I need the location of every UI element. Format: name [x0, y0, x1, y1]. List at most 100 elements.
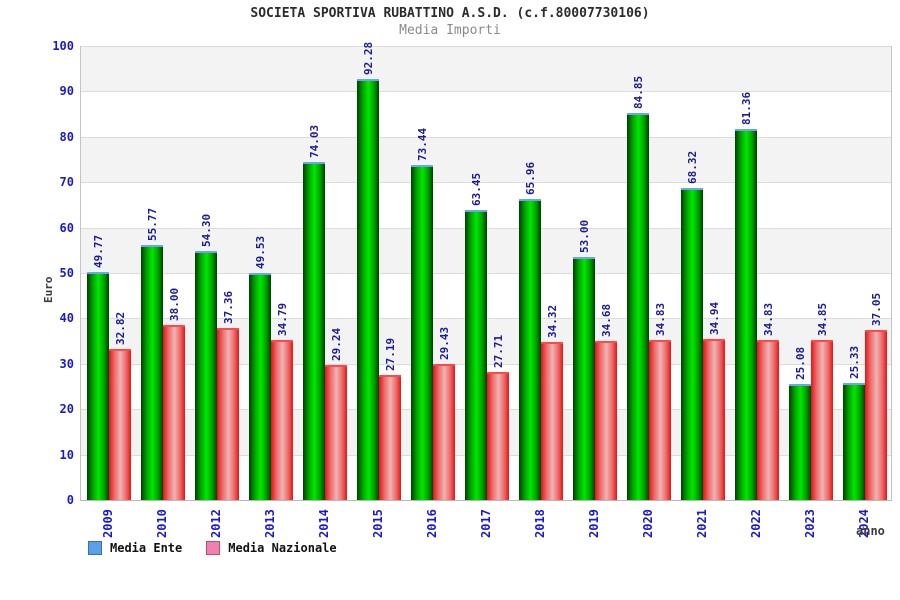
- bar-value-label: 37.05: [870, 292, 883, 326]
- legend-label-media-nazionale: Media Nazionale: [228, 541, 337, 555]
- bar-value-label: 34.83: [762, 302, 775, 336]
- bar-value-label: 38.00: [168, 288, 181, 322]
- gridline: [81, 136, 891, 138]
- bar-media-ente-2015: [357, 79, 379, 500]
- bar-value-label: 73.44: [416, 127, 429, 161]
- bar-value-label: 27.19: [384, 337, 397, 371]
- bar-media-nazionale-2009: [109, 349, 131, 500]
- bar-media-nazionale-2013: [271, 340, 293, 500]
- bar-media-ente-2023: [789, 384, 811, 500]
- y-tick-label: 80: [59, 129, 74, 144]
- bar-media-ente-2014: [303, 161, 325, 500]
- gridline: [81, 46, 891, 47]
- legend: Media Ente Media Nazionale: [88, 540, 337, 556]
- bar-media-nazionale-2024: [865, 329, 887, 500]
- bar-media-nazionale-2014: [325, 365, 347, 500]
- plot-area: 49.77 32.82 55.77 38.00 54.30 37.36 49.53 34.79…: [80, 42, 892, 501]
- bar-media-nazionale-2022: [757, 339, 779, 500]
- y-tick-label: 30: [59, 356, 74, 371]
- bar-media-nazionale-2020: [649, 339, 671, 500]
- x-tick-label: 2023: [803, 509, 817, 538]
- x-axis-title: anno: [856, 524, 885, 538]
- x-tick-label: 2021: [695, 509, 709, 538]
- bar-media-ente-2012: [195, 251, 217, 500]
- bar-value-label: 32.82: [114, 311, 127, 345]
- x-tick-label: 2013: [263, 509, 277, 538]
- bar-value-label: 84.85: [632, 75, 645, 109]
- bar-media-nazionale-2016: [433, 364, 455, 500]
- bar-value-label: 34.94: [708, 302, 721, 336]
- x-tick-label: 2017: [479, 509, 493, 538]
- bar-media-ente-2022: [735, 128, 757, 500]
- bar-media-nazionale-2012: [217, 328, 239, 500]
- bar-media-nazionale-2017: [487, 372, 509, 500]
- x-tick-label: 2018: [533, 509, 547, 538]
- y-tick-label: 100: [52, 39, 74, 53]
- x-tick-label: 2010: [155, 509, 169, 538]
- bar-value-label: 34.85: [816, 302, 829, 336]
- bar-value-label: 34.68: [600, 303, 613, 337]
- bar-media-nazionale-2010: [163, 325, 185, 500]
- gridline: [81, 182, 891, 184]
- bar-value-label: 65.96: [524, 161, 537, 195]
- chart-subtitle: Media Importi: [399, 23, 501, 38]
- y-tick-label: 0: [66, 493, 74, 507]
- bar-media-ente-2019: [573, 257, 595, 500]
- bar-value-label: 81.36: [740, 91, 753, 125]
- bar-value-label: 53.00: [578, 220, 591, 254]
- bar-value-label: 37.36: [222, 291, 235, 325]
- bar-value-label: 49.53: [254, 236, 267, 270]
- bar-media-ente-2018: [519, 198, 541, 500]
- bar-value-label: 25.33: [848, 345, 861, 379]
- y-tick-label: 10: [59, 447, 74, 462]
- bar-media-ente-2016: [411, 164, 433, 500]
- bar-media-nazionale-2021: [703, 339, 725, 500]
- x-tick-label: 2014: [317, 509, 331, 538]
- bar-value-label: 29.24: [330, 328, 343, 362]
- bar-media-nazionale-2015: [379, 374, 401, 500]
- legend-swatch-media-nazionale-icon: [206, 541, 221, 555]
- x-tick-label: 2012: [209, 509, 223, 538]
- y-tick-label: 50: [59, 266, 74, 280]
- bar-media-ente-2010: [141, 244, 163, 500]
- chart-title: SOCIETA SPORTIVA RUBATTINO A.S.D. (c.f.8…: [250, 6, 650, 21]
- bar-media-ente-2020: [627, 112, 649, 500]
- gridline: [81, 91, 891, 93]
- legend-swatch-media-ente-icon: [88, 541, 102, 555]
- bar-media-ente-2024: [843, 383, 865, 500]
- x-tick-label: 2015: [371, 509, 385, 538]
- y-tick-label: 60: [59, 220, 74, 235]
- legend-label-media-ente: Media Ente: [110, 541, 183, 555]
- bar-value-label: 63.45: [470, 172, 483, 206]
- bar-media-nazionale-2019: [595, 340, 617, 500]
- y-axis-title: Euro: [42, 276, 55, 304]
- y-tick-label: 20: [59, 402, 74, 417]
- bar-media-nazionale-2018: [541, 342, 563, 500]
- plot-band: [81, 46, 891, 92]
- bar-value-label: 34.79: [276, 302, 289, 337]
- bar-media-ente-2009: [87, 272, 109, 500]
- bar-media-ente-2017: [465, 209, 487, 500]
- bar-media-ente-2013: [249, 273, 271, 500]
- bar-value-label: 29.43: [438, 327, 451, 361]
- x-tick-label: 2019: [587, 509, 601, 538]
- x-tick-label: 2009: [101, 509, 115, 538]
- bar-value-label: 49.77: [92, 234, 105, 269]
- bar-value-label: 27.71: [492, 335, 505, 369]
- bar-value-label: 55.77: [146, 207, 159, 241]
- bar-value-label: 34.83: [654, 302, 667, 336]
- bar-value-label: 92.28: [362, 41, 375, 76]
- bar-value-label: 74.03: [308, 124, 321, 158]
- y-tick-label: 70: [59, 175, 74, 190]
- x-tick-label: 2022: [749, 509, 763, 538]
- plot-band: [81, 136, 891, 183]
- x-tick-label: 2020: [641, 509, 655, 538]
- bar-value-label: 54.30: [200, 214, 213, 248]
- bar-media-ente-2021: [681, 187, 703, 500]
- y-tick-label: 40: [59, 311, 74, 326]
- bar-value-label: 25.08: [794, 347, 807, 381]
- bar-value-label: 34.32: [546, 305, 559, 339]
- bar-media-nazionale-2023: [811, 339, 833, 500]
- bar-value-label: 68.32: [686, 150, 699, 184]
